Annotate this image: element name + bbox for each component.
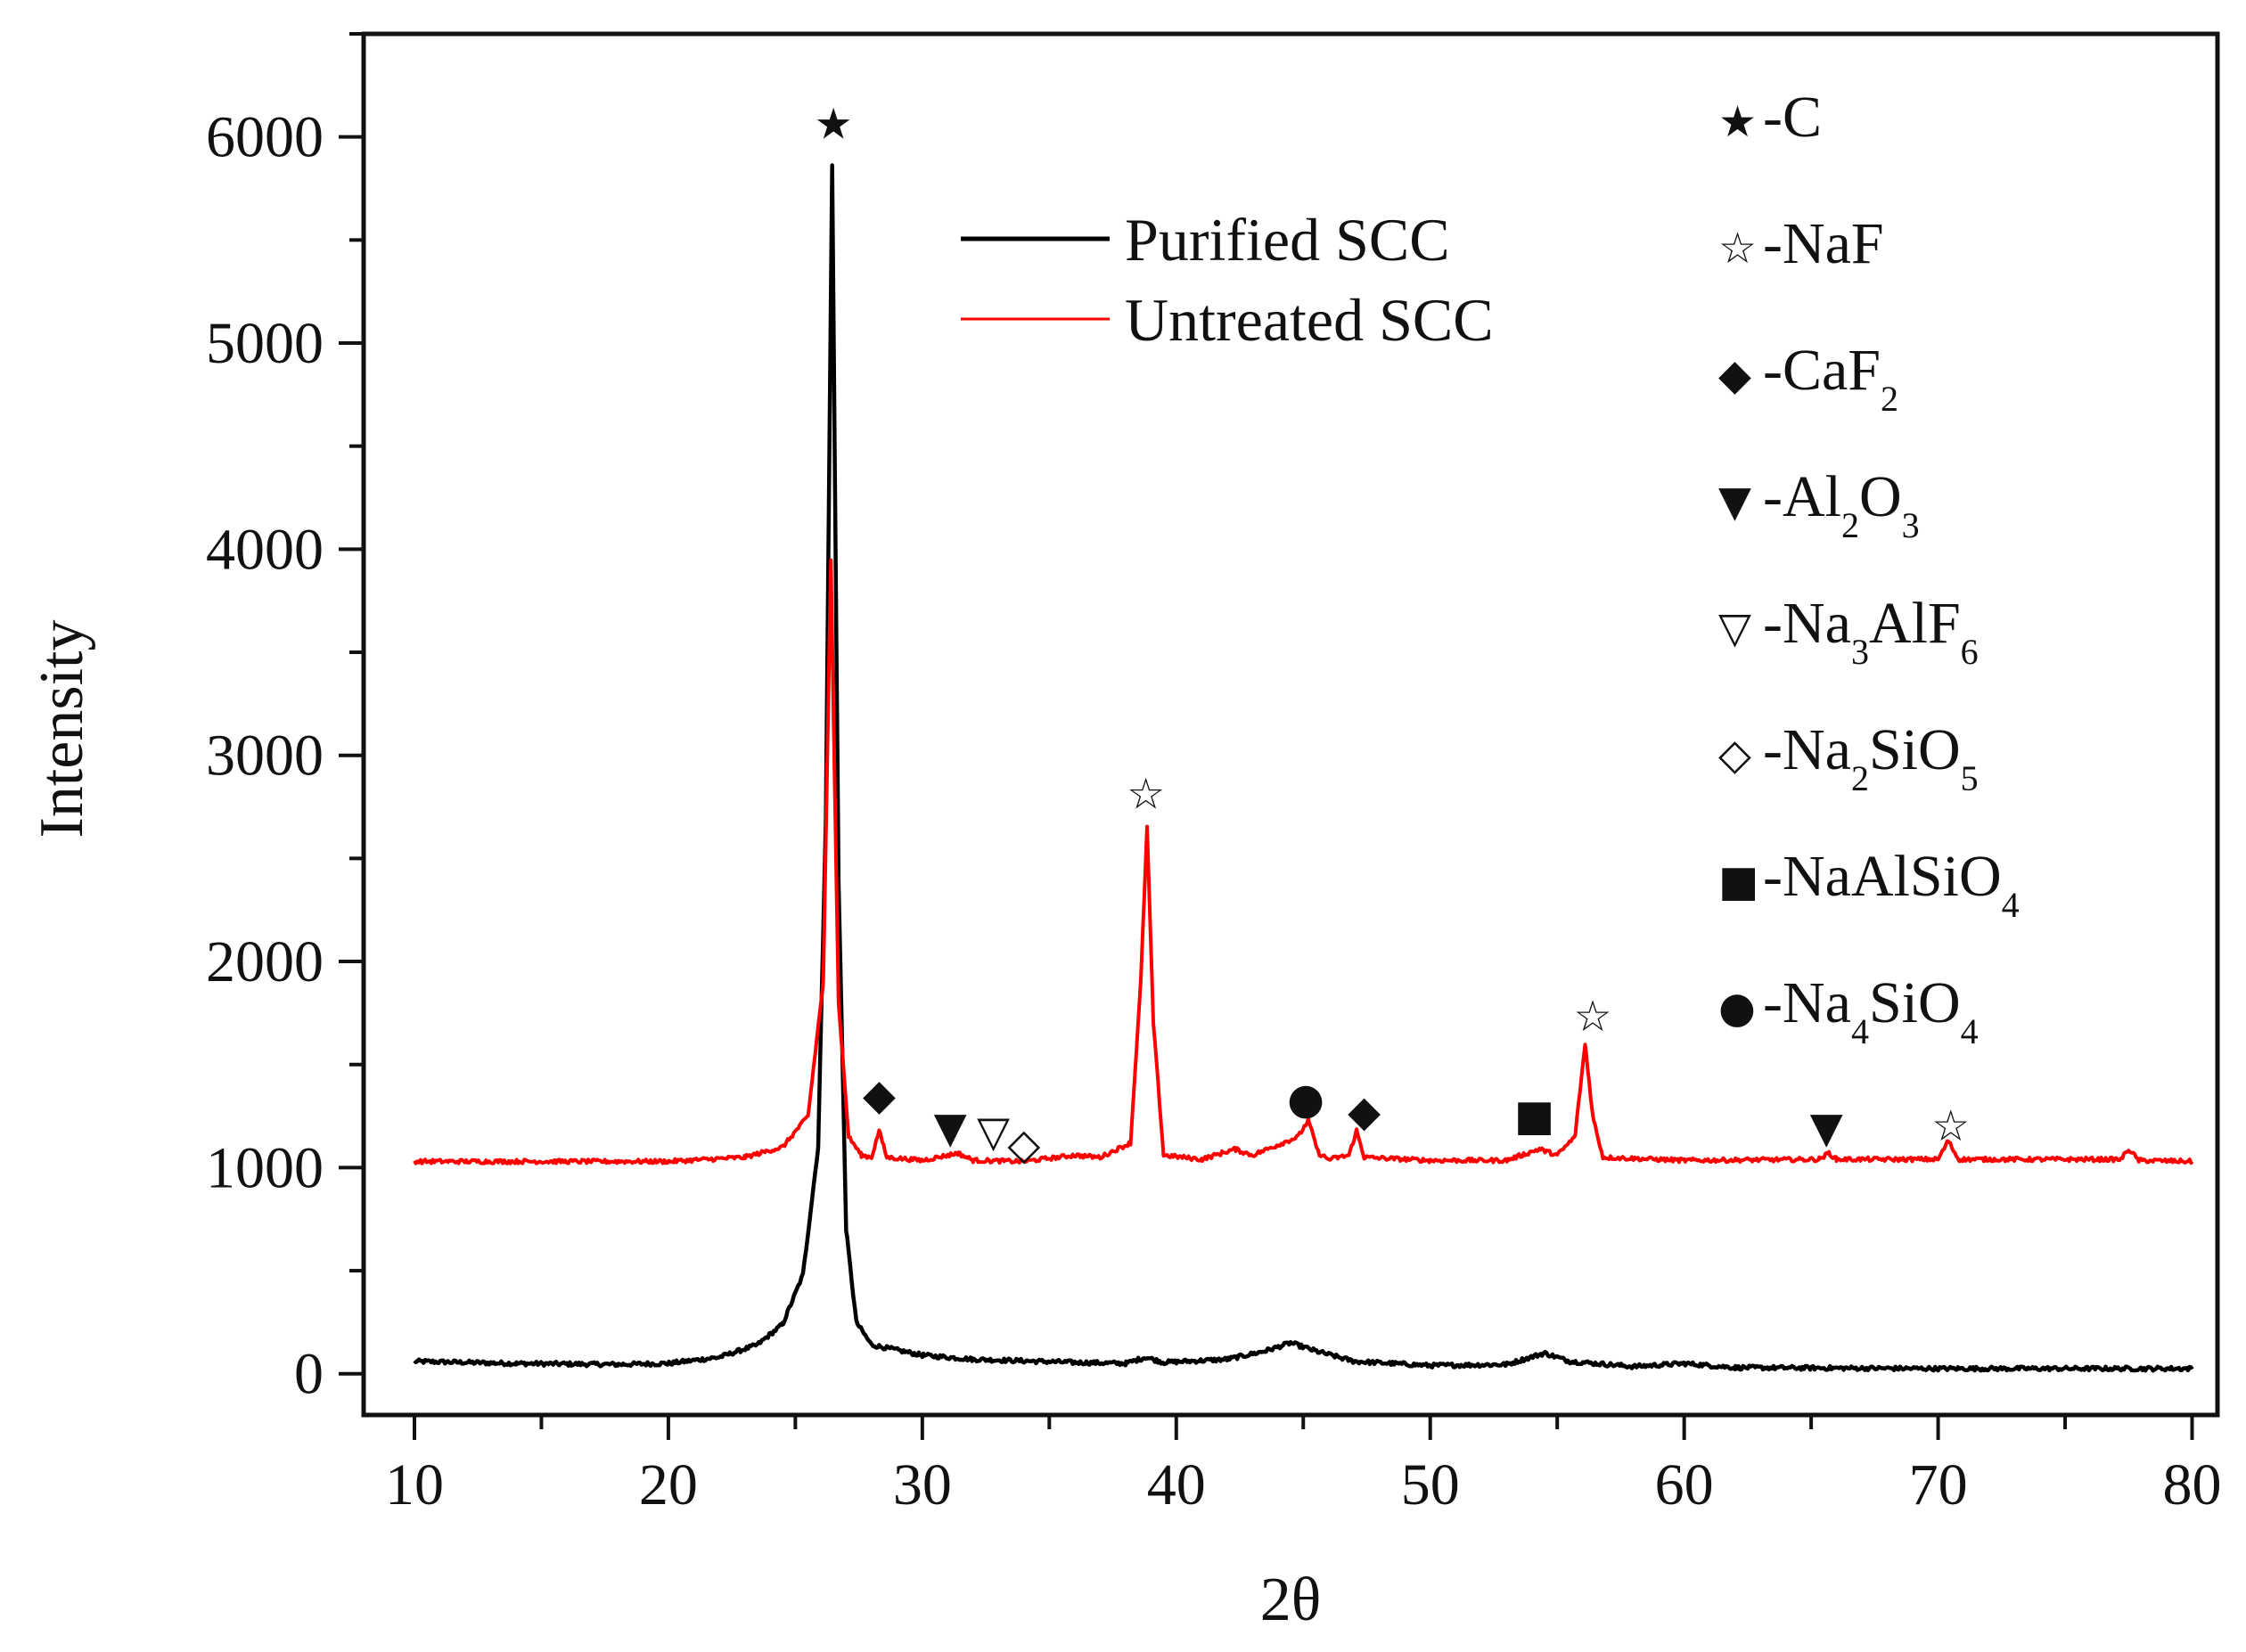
- y-tick-label: 0: [294, 1342, 324, 1407]
- phase-legend-label: -NaAlSiO4: [1763, 844, 2020, 925]
- y-axis-title: Intensity: [28, 620, 96, 838]
- x-tick-label: 60: [1655, 1452, 1714, 1517]
- x-tick-label: 50: [1401, 1452, 1460, 1517]
- peak-marker: ●: [1287, 1075, 1324, 1125]
- phase-legend-symbol: ★: [1718, 97, 1757, 147]
- y-tick-label: 4000: [206, 517, 324, 582]
- legend-label-purified: Purified SCC: [1125, 206, 1450, 274]
- peak-marker: ▼: [1810, 1103, 1843, 1153]
- peak-marker: ◆: [1348, 1087, 1381, 1137]
- x-axis-title: 2θ: [1260, 1566, 1322, 1634]
- phase-legend-symbol: ◆: [1718, 350, 1751, 400]
- peak-marker: ☆: [1931, 1101, 1970, 1151]
- plot-frame: [361, 31, 2220, 1418]
- peak-marker: ☆: [1574, 992, 1612, 1042]
- peak-marker: ▽: [977, 1108, 1010, 1157]
- phase-legend-label: -Na3AlF6: [1763, 591, 1979, 672]
- data-series-group: [413, 163, 2194, 1373]
- x-tick-label: 40: [1147, 1452, 1206, 1517]
- x-tick-label: 20: [639, 1452, 698, 1517]
- y-tick-label: 5000: [206, 311, 324, 376]
- phase-legend-label: -NaF: [1763, 211, 1884, 276]
- phase-legend-symbol: ●: [1718, 983, 1756, 1033]
- x-tick-label: 30: [893, 1452, 952, 1517]
- phase-legend-symbol: ☆: [1718, 224, 1757, 274]
- peak-marker: ☆: [1127, 769, 1165, 819]
- x-tick-label: 70: [1909, 1452, 1968, 1517]
- x-tick-label: 80: [2163, 1452, 2222, 1517]
- phase-legend-symbol: ◇: [1718, 730, 1751, 780]
- peak-marker: ★: [815, 99, 853, 149]
- phase-legend: ★ -C ☆ -NaF ◆ -CaF2 ▼ -Al2O3 ▽ -Na3AlF6 ◇ -Na2SiO5 ■…: [1718, 85, 2020, 1051]
- phase-legend-symbol: ▼: [1718, 477, 1751, 527]
- y-tick-label: 6000: [206, 105, 324, 170]
- y-tick-label: 2000: [206, 929, 324, 994]
- phase-legend-symbol: ■: [1718, 856, 1758, 906]
- series-line-untreated: [413, 558, 2194, 1165]
- phase-legend-label: -Al2O3: [1763, 464, 1920, 545]
- peak-marker: ◇: [1007, 1120, 1040, 1170]
- phase-legend-label: -C: [1763, 85, 1822, 150]
- peak-marker: ■: [1514, 1091, 1554, 1141]
- axis-ticks-group: 10 20 30 40 50 60 70 80 0 1000 2000 3000 4000 5000 600…: [206, 32, 2222, 1517]
- y-tick-label: 1000: [206, 1135, 324, 1200]
- phase-legend-symbol: ▽: [1718, 603, 1751, 653]
- x-tick-label: 10: [385, 1452, 444, 1517]
- peak-marker: ◆: [863, 1070, 896, 1120]
- phase-legend-label: -Na2SiO5: [1763, 717, 1979, 798]
- phase-legend-label: -Na4SiO4: [1763, 970, 1979, 1051]
- y-tick-label: 3000: [206, 724, 324, 789]
- series-legend: Purified SCC Untreated SCC: [961, 206, 1494, 354]
- peak-markers-group: ★☆☆☆◆ ◆▼ ▼▽◇● ■: [815, 99, 1971, 1169]
- legend-label-untreated: Untreated SCC: [1125, 286, 1494, 354]
- peak-marker: ▼: [934, 1103, 967, 1153]
- phase-legend-label: -CaF2: [1763, 338, 1898, 419]
- series-line-purified: [413, 163, 2194, 1373]
